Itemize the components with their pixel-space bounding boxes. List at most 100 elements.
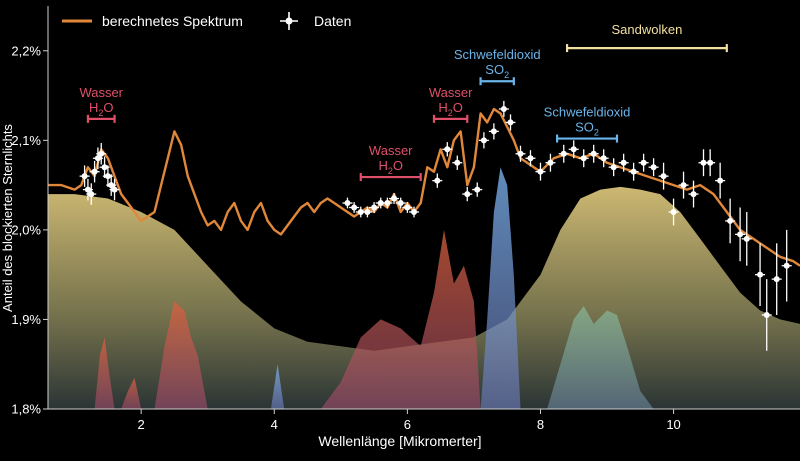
data-point-36 [578,149,589,168]
data-marker [560,150,567,157]
data-point-46 [678,171,689,199]
x-tick-label: 4 [271,417,278,432]
data-marker [620,159,627,166]
legend-label-model: berechnetes Spektrum [102,13,243,29]
data-marker [384,200,391,207]
formula-subscript: 2 [448,108,453,118]
data-marker [727,217,734,224]
data-marker [91,168,98,175]
data-point-8 [106,174,117,196]
data-marker [111,186,118,193]
data-point-24 [462,186,473,202]
data-point-37 [588,144,599,163]
data-point-35 [568,140,579,159]
annotation-formula: H2O [438,100,463,118]
so2-band-area-2 [547,306,654,409]
data-marker [527,155,534,162]
data-point-31 [525,150,536,167]
data-marker [783,262,790,269]
data-marker [737,231,744,238]
data-point-9 [109,178,120,201]
data-marker [670,208,677,215]
data-point-57 [781,229,792,302]
data-marker [490,128,497,135]
data-point-0 [79,165,90,187]
data-point-13 [362,206,373,218]
data-marker [377,200,384,207]
data-marker [480,137,487,144]
data-point-48 [698,149,709,177]
data-marker [773,276,780,283]
feature-bands-layer [48,167,800,409]
data-point-41 [628,162,639,181]
data-point-53 [741,211,752,266]
data-marker [640,159,647,166]
data-marker [411,208,418,215]
formula-tail: O [393,158,403,173]
formula-subscript: 2 [504,70,509,80]
data-marker [763,311,770,318]
data-marker [464,191,471,198]
data-marker [630,168,637,175]
data-point-56 [771,243,782,315]
data-point-6 [99,156,110,178]
formula-tail: O [103,100,113,115]
data-points-layer [79,100,792,351]
data-point-10 [342,197,353,209]
data-point-30 [515,145,526,162]
data-marker [474,186,481,193]
formula-subscript: 2 [98,108,103,118]
formula-main: H [438,100,447,115]
formula-main: SO [485,62,504,77]
data-marker [351,204,358,211]
data-point-42 [638,153,649,172]
data-point-38 [598,149,609,168]
data-point-45 [668,198,679,226]
legend-label-data: Daten [314,13,351,29]
data-marker [547,159,554,166]
annotation-label: Wasser [79,85,123,100]
data-point-27 [488,123,499,140]
formula-main: H [378,158,387,173]
data-point-54 [755,243,766,307]
data-point-44 [658,162,669,190]
data-point-34 [558,144,569,163]
data-marker [600,155,607,162]
data-point-49 [705,149,716,177]
data-marker [500,105,507,112]
data-point-29 [505,114,516,131]
annotations-layer: WasserH2OWasserH2OWasserH2OSchwefeldioxi… [79,22,728,182]
water-band-area-0 [94,337,115,409]
data-point-26 [478,132,489,149]
annotation-formula: H2O [89,100,114,118]
data-point-33 [545,153,556,172]
y-tick-label: 1,9% [11,312,41,327]
data-point-25 [472,182,483,197]
data-marker [404,204,411,211]
data-point-40 [618,153,629,172]
x-tick-label: 8 [537,417,544,432]
axes-layer: 1,8% 1,9% 2,0% 2,1% 2,2% 2 4 6 8 10 [11,6,800,432]
annotation-label: Wasser [429,85,473,100]
data-marker [650,164,657,171]
so2-band-area-1 [480,167,521,409]
data-marker [88,191,95,198]
x-tick-label: 2 [138,417,145,432]
y-axis-label: Anteil des blockierten Sternlichts [0,124,15,312]
annotation-formula: H2O [378,158,403,176]
data-point-18 [395,197,406,209]
data-marker [690,191,697,198]
data-marker [357,208,364,215]
x-axis-label: Wellenlänge [Mikromerter] [318,433,481,449]
data-marker [444,146,451,153]
data-marker [84,186,91,193]
water-band-area-3 [320,229,481,409]
data-marker [570,146,577,153]
